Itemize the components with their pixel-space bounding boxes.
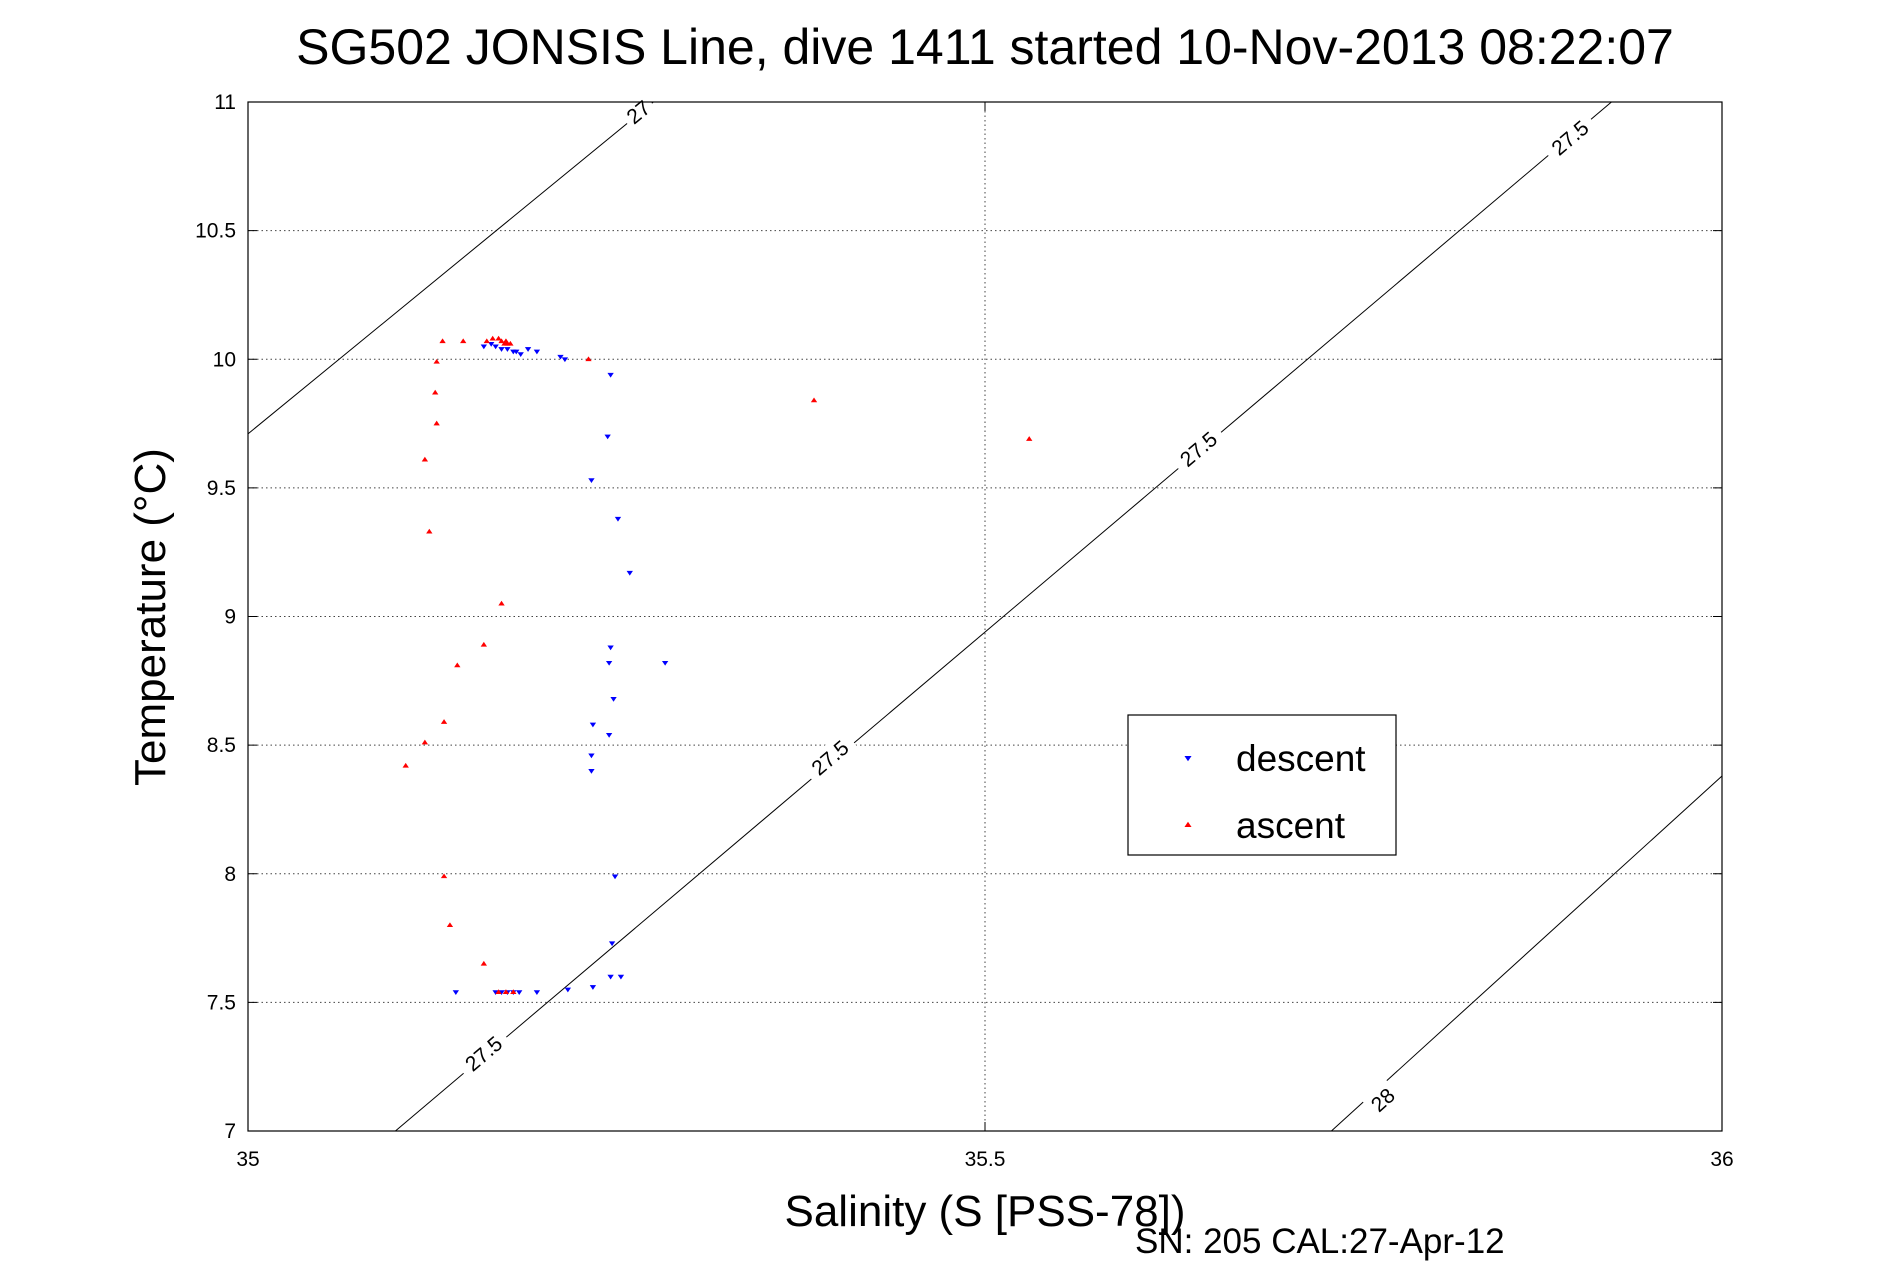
- data-point-descent: [513, 349, 520, 355]
- data-point-ascent: [454, 662, 461, 668]
- data-point-descent: [589, 722, 597, 728]
- data-point-descent: [611, 874, 619, 880]
- data-point-ascent: [421, 739, 429, 745]
- data-point-ascent: [489, 335, 496, 341]
- contour-label-bg: [800, 729, 861, 786]
- data-point-descent: [492, 344, 499, 350]
- data-point-ascent: [440, 719, 448, 724]
- y-tick-label: 9.5: [207, 477, 236, 500]
- data-point-ascent: [495, 335, 502, 341]
- data-point-ascent: [439, 338, 446, 344]
- y-tick-label: 10: [213, 348, 236, 371]
- contour-label: 27: [623, 96, 656, 129]
- data-point-ascent: [446, 922, 454, 928]
- data-point-ascent: [426, 528, 433, 534]
- data-point-descent: [588, 768, 595, 774]
- legend: descent ascent: [1127, 714, 1397, 856]
- data-point-descent: [607, 645, 614, 651]
- data-point-descent: [524, 347, 532, 352]
- data-point-descent: [607, 372, 614, 378]
- data-point-ascent: [502, 989, 510, 994]
- y-axis-label: Temperature (°C): [126, 448, 175, 786]
- data-point-ascent: [1026, 436, 1033, 441]
- data-point-descent: [588, 753, 595, 759]
- data-points: [402, 335, 1033, 995]
- y-tick-label: 7.5: [207, 991, 236, 1014]
- data-point-ascent: [480, 641, 488, 647]
- data-point-ascent: [507, 340, 514, 346]
- contour-label-bg: [1168, 421, 1229, 478]
- legend-label-ascent: ascent: [1236, 805, 1346, 846]
- data-point-ascent: [810, 397, 818, 403]
- contour-label-bg: [1362, 1079, 1404, 1121]
- data-point-descent: [480, 344, 488, 350]
- data-point-descent: [607, 974, 614, 980]
- y-tick-label: 8.5: [207, 734, 236, 757]
- data-point-descent: [605, 660, 613, 666]
- legend-label-descent: descent: [1236, 738, 1366, 779]
- data-point-ascent: [495, 989, 502, 994]
- data-point-ascent: [402, 762, 409, 768]
- data-point-descent: [661, 660, 669, 666]
- data-point-descent: [557, 354, 564, 360]
- y-tick-label: 7: [224, 1120, 236, 1143]
- data-point-ascent: [433, 358, 440, 364]
- data-point-descent: [604, 434, 611, 440]
- x-tick-label: 36: [1710, 1148, 1733, 1171]
- data-point-ascent: [460, 338, 467, 344]
- x-tick-label: 35: [236, 1148, 259, 1171]
- legend-marker-descent: [1184, 755, 1192, 762]
- footer-note: SN: 205 CAL:27-Apr-12: [1135, 1222, 1505, 1261]
- data-point-descent: [561, 357, 569, 363]
- y-tick-label: 8: [224, 863, 236, 886]
- data-point-descent: [588, 478, 595, 484]
- x-tick-label: 35.5: [965, 1148, 1006, 1171]
- data-point-ascent: [498, 600, 505, 606]
- contour-line-27-5: [395, 101, 1612, 1132]
- data-point-ascent: [421, 456, 429, 462]
- data-point-ascent: [480, 960, 488, 966]
- data-point-ascent: [498, 338, 505, 344]
- legend-marker-ascent: [1184, 821, 1192, 828]
- contour-label-bg: [1540, 110, 1600, 167]
- y-tick-label: 9: [224, 606, 236, 629]
- data-point-ascent: [433, 420, 440, 426]
- data-point-descent: [564, 987, 572, 993]
- legend-box: [1127, 714, 1397, 856]
- data-point-descent: [517, 352, 524, 357]
- data-point-descent: [504, 347, 511, 352]
- data-point-descent: [610, 696, 617, 702]
- contour-line-28: [1331, 775, 1723, 1132]
- contour-label-bg: [454, 1025, 514, 1082]
- data-point-descent: [498, 347, 505, 352]
- data-point-descent: [626, 570, 633, 576]
- data-point-ascent: [585, 356, 592, 362]
- data-point-descent: [589, 985, 597, 990]
- data-point-ascent: [432, 389, 439, 395]
- data-point-descent: [533, 990, 541, 995]
- data-point-ascent: [483, 338, 490, 344]
- contour-line-27: [247, 101, 654, 435]
- data-point-descent: [516, 990, 523, 995]
- data-point-descent: [608, 941, 616, 947]
- data-point-descent: [533, 349, 541, 355]
- grid-lines: [248, 102, 1722, 1131]
- data-point-descent: [452, 990, 459, 995]
- data-point-descent: [488, 341, 495, 347]
- data-point-descent: [605, 732, 613, 738]
- axis-ticks: 35 35.5 36 7 7.5 8 8.5 9 9.5 10 10.5 11: [195, 91, 1734, 1171]
- data-point-descent: [614, 516, 622, 522]
- y-tick-label: 11: [214, 91, 236, 114]
- data-point-descent: [617, 974, 625, 980]
- data-point-ascent: [440, 873, 448, 879]
- y-tick-label: 10.5: [195, 220, 236, 243]
- chart-title: SG502 JONSIS Line, dive 1411 started 10-…: [296, 19, 1674, 75]
- contour-label: 28: [1367, 1084, 1400, 1117]
- x-axis-label: Salinity (S [PSS-78]): [784, 1187, 1185, 1236]
- data-point-ascent: [510, 989, 517, 994]
